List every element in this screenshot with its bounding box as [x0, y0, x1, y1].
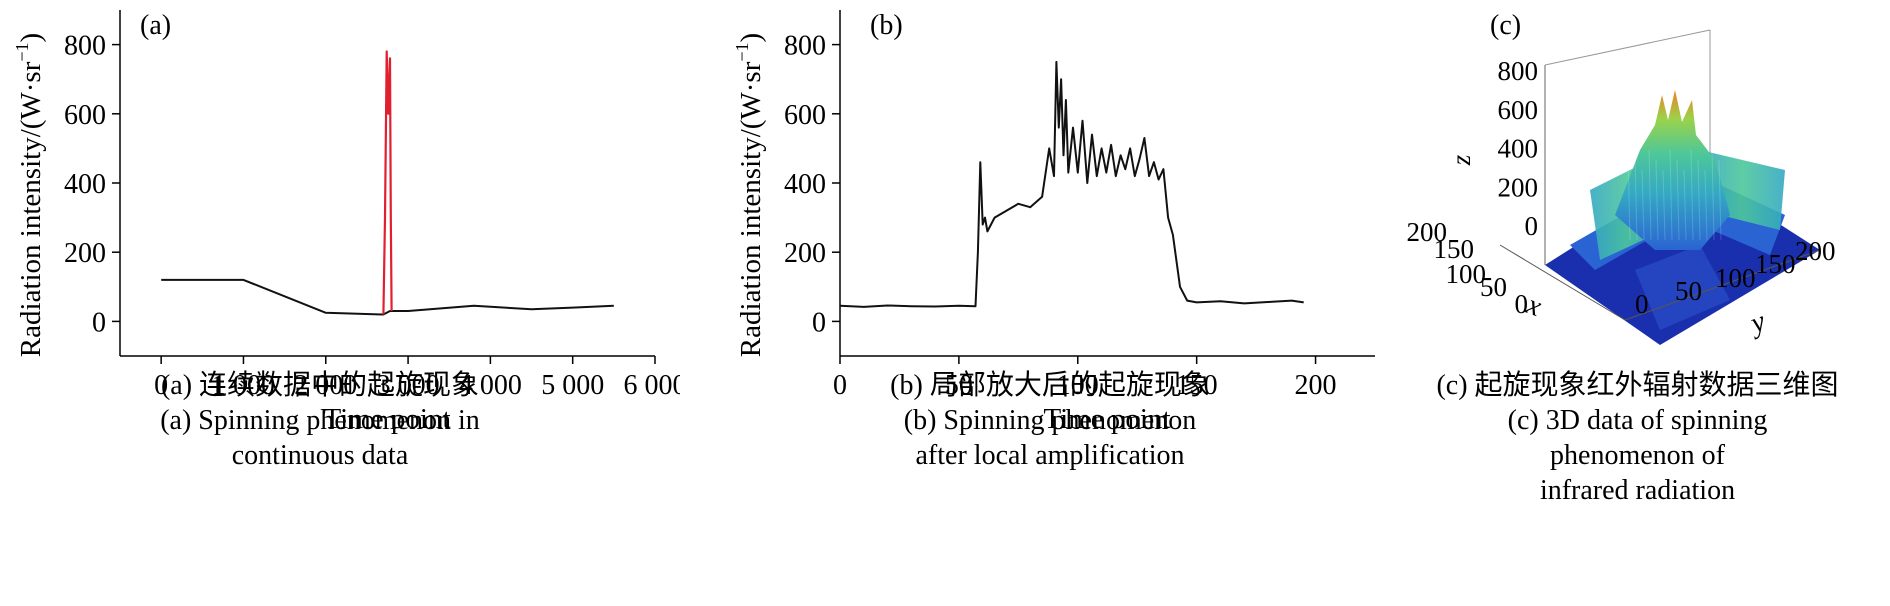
y-tick-label-c-2: 100 — [1715, 263, 1756, 293]
z-tick-label-1: 200 — [1498, 172, 1539, 202]
panel-label-b: (b) — [870, 10, 903, 41]
y-tick-label-b-2: 400 — [784, 169, 826, 200]
surface-mesh-line — [1669, 149, 1673, 241]
chart-a: (a) 0 200 400 600 800 0 1 000 2 000 3 000 4 000 5… — [12, 10, 681, 435]
x-tick-label-c-1: 50 — [1480, 272, 1507, 302]
y-tick-label-b-4: 800 — [784, 31, 826, 62]
caption-c-zh: (c) 起旋现象红外辐射数据三维图 — [1436, 370, 1839, 401]
x-tick-label-a-3: 3 000 — [377, 370, 440, 401]
caption-b-zh: (b) 局部放大后的起旋现象 — [890, 370, 1210, 401]
x-tick-label-c-3: 150 — [1434, 234, 1475, 264]
caption-c: (c) 起旋现象红外辐射数据三维图 (c) 3D data of spinnin… — [1385, 368, 1890, 508]
surface-mesh-line — [1683, 169, 1687, 241]
surface-mesh-line — [1655, 159, 1659, 241]
x-tick-label-a-4: 4 000 — [459, 370, 522, 401]
x-tick-label-b-0: 0 — [833, 370, 847, 401]
back-edge-c — [1544, 29, 1711, 66]
x-tick-label-a-0: 0 — [154, 370, 168, 401]
surface-mesh-line — [1662, 169, 1666, 241]
y-tick-label-c-1: 50 — [1675, 276, 1702, 306]
surface-mesh-line — [1676, 159, 1680, 241]
y-axis-label-b: Radiation intensity/(W·sr−1) — [732, 33, 767, 357]
x-tick-label-c-2: 100 — [1446, 259, 1487, 289]
x-tick-label-b-4: 200 — [1295, 370, 1337, 401]
y-tick-label-a-2: 400 — [64, 169, 106, 200]
y-tick-label-b-0: 0 — [812, 307, 826, 338]
z-axis-label-c: z — [1446, 154, 1476, 166]
caption-c-en-2: phenomenon of — [1550, 440, 1725, 471]
x-tick-label-b-3: 150 — [1176, 370, 1218, 401]
caption-c-en-1: (c) 3D data of spinning — [1507, 405, 1768, 436]
z-tick-label-3: 600 — [1498, 95, 1539, 125]
caption-c-en-3: infrared radiation — [1539, 475, 1736, 506]
x-tick-label-c-4: 200 — [1407, 217, 1448, 247]
x-tick-label-a-2: 2 000 — [294, 370, 357, 401]
x-axis-label-a: Time point — [323, 403, 450, 435]
y-tick-label-b-3: 600 — [784, 100, 826, 131]
surface-mesh-line — [1648, 149, 1652, 241]
y-tick-label-c-0: 0 — [1635, 289, 1649, 319]
surface-mesh-line — [1718, 159, 1722, 241]
y-tick-label-a-4: 800 — [64, 31, 106, 62]
series-line-a-1 — [382, 50, 393, 315]
z-tick-label-0: 0 — [1525, 211, 1539, 241]
surface-mesh-line — [1641, 169, 1645, 241]
caption-a: (a) 连续数据中的起旋现象 (a) Spinning phenomenon i… — [0, 368, 640, 473]
y-tick-label-a-3: 600 — [64, 100, 106, 131]
surface-mesh-line — [1697, 159, 1701, 241]
x-tick-label-b-2: 100 — [1057, 370, 1099, 401]
z-tick-label-2: 400 — [1498, 134, 1539, 164]
caption-a-en-2: continuous data — [231, 440, 409, 471]
caption-b: (b) 局部放大后的起旋现象 (b) Spinning phenomenon a… — [720, 368, 1380, 473]
y-tick-label-c-3: 150 — [1755, 249, 1796, 279]
x-tick-label-a-6: 6 000 — [624, 370, 681, 401]
surface-mesh-line — [1711, 149, 1715, 241]
surface-mesh-line — [1704, 169, 1708, 241]
x-tick-label-a-1: 1 000 — [212, 370, 275, 401]
caption-b-en-1: (b) Spinning phenomenon — [903, 405, 1197, 436]
y-axis-c — [1624, 249, 1821, 321]
x-tick-label-b-1: 50 — [945, 370, 973, 401]
series-line-a-0 — [161, 278, 614, 316]
surface-peak — [1615, 90, 1730, 250]
x-tick-label-c-0: 0 — [1515, 289, 1529, 319]
chart-b: (b) 0 200 400 600 800 0 50 100 150 200 Time poin… — [732, 10, 1375, 435]
caption-b-en-2: after local amplification — [915, 440, 1185, 471]
surface-mesh-line — [1634, 159, 1638, 241]
y-tick-label-a-0: 0 — [92, 307, 106, 338]
caption-a-zh: (a) 连续数据中的起旋现象 — [160, 370, 480, 401]
y-tick-label-b-1: 200 — [784, 238, 826, 269]
x-axis-label-b: Time point — [1043, 403, 1170, 435]
y-tick-label-a-1: 200 — [64, 238, 106, 269]
y-axis-label-a: Radiation intensity/(W·sr−1) — [12, 33, 47, 357]
series-line-b-0 — [839, 60, 1304, 308]
y-axis-label-c: y — [1744, 305, 1770, 341]
x-tick-label-a-5: 5 000 — [541, 370, 604, 401]
y-tick-label-c-4: 200 — [1795, 236, 1836, 266]
surface-arm-front — [1635, 245, 1730, 330]
panel-label-c: (c) — [1490, 10, 1521, 41]
x-axis-c — [1499, 244, 1626, 321]
panel-label-a: (a) — [140, 10, 171, 41]
surface-mesh-line — [1627, 149, 1631, 241]
surface-mesh-line — [1690, 149, 1694, 241]
z-tick-label-4: 800 — [1498, 56, 1539, 86]
caption-a-en-1: (a) Spinning phenomenon in — [160, 405, 480, 436]
